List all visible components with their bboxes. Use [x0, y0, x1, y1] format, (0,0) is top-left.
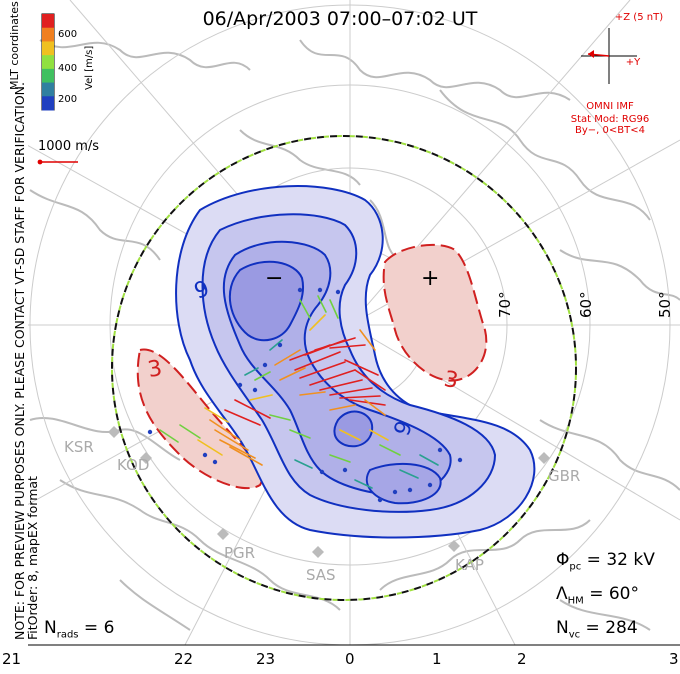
colorbar-segment	[42, 41, 54, 56]
station-sas: SAS	[306, 566, 336, 584]
mlt-label-3: 3	[669, 650, 679, 668]
mlt-label-2: 2	[517, 650, 527, 668]
station-markers	[108, 426, 550, 558]
colorbar-tick-400: 400	[58, 63, 78, 74]
latitude-label-50: 50°	[656, 291, 674, 318]
phi-symbol: Φpc =	[556, 550, 607, 573]
mlt-label-0: 0	[345, 650, 355, 668]
mlt-label-23: 23	[256, 650, 276, 668]
negative-cell	[175, 185, 536, 539]
stat-phi-pc: Φpc = 32 kV	[556, 550, 655, 572]
nvc-symbol: Nvc =	[556, 618, 606, 641]
coordinates-label: MLT coordinates	[8, 1, 21, 90]
imf-model: Stat Mod: RG96	[570, 114, 650, 125]
phi-pc-value: 32 kV	[606, 550, 655, 570]
imf-condition: By−, 0<BT<4	[575, 125, 645, 136]
velocity-vectors	[147, 287, 463, 503]
colorbar-tick-600: 600	[58, 29, 78, 40]
positive-cell-dawn	[382, 243, 488, 382]
positive-cell-dusk	[136, 348, 263, 490]
nrads-symbol: Nrads =	[44, 618, 104, 641]
scale-vector	[37, 159, 78, 165]
imf-z-label: +Z (5 nT)	[614, 12, 664, 23]
colorbar-label: Vel [m/s]	[84, 45, 95, 90]
fit-order-note: FitOrder: 8, mapEX format	[25, 476, 40, 640]
colorbar-segment	[42, 27, 54, 42]
colorbar-segment	[42, 68, 54, 84]
imf-source: OMNI IMF	[586, 101, 634, 112]
map-title: 06/Apr/2003 07:00–07:02 UT	[202, 8, 478, 30]
stat-n-rads: Nrads = 6	[44, 618, 114, 640]
lambda-hm-value: 60°	[608, 584, 639, 604]
n-rads-value: 6	[103, 618, 115, 638]
station-kod: KOD	[117, 456, 150, 474]
colorbar	[41, 13, 55, 111]
colorbar-segment	[42, 14, 54, 29]
station-kap: KAP	[455, 556, 484, 574]
colorbar-segment	[42, 82, 54, 97]
latitude-label-60: 60°	[577, 291, 595, 318]
colorbar-tick-200: 200	[58, 94, 78, 105]
stat-n-vc: Nvc = 284	[556, 618, 638, 640]
mlt-label-21: 21	[2, 650, 22, 668]
mlt-label-22: 22	[174, 650, 194, 668]
station-ksr: KSR	[64, 438, 94, 456]
lambda-symbol: ΛHM =	[556, 584, 609, 607]
scale-vector-label: 1000 m/s	[38, 139, 100, 154]
latitude-label-70: 70°	[496, 291, 514, 318]
negative-cell-marker: −	[265, 266, 284, 291]
positive-cell-marker: +	[421, 266, 440, 291]
imf-dial	[581, 28, 637, 84]
colorbar-segment	[42, 55, 54, 70]
mlt-label-1: 1	[432, 650, 442, 668]
stat-lambda-hm: ΛHM = 60°	[556, 584, 639, 606]
hm-boundary	[111, 135, 577, 601]
n-vc-value: 284	[605, 618, 638, 638]
imf-y-label: +Y	[625, 57, 641, 68]
colorbar-segment	[42, 96, 54, 111]
station-pgr: PGR	[224, 544, 256, 562]
station-gbr: GBR	[548, 467, 581, 485]
